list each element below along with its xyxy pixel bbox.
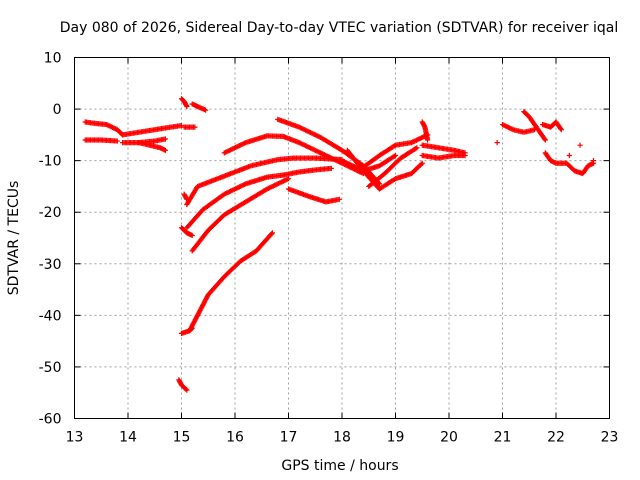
data-point (590, 158, 597, 164)
y-tick-label: -60 (39, 412, 62, 428)
x-tick-label: 16 (226, 430, 244, 446)
data-point (178, 122, 185, 129)
data-point (557, 125, 564, 132)
data-point (184, 103, 190, 110)
y-tick-label: 10 (44, 51, 62, 67)
y-tick-label: -30 (39, 257, 62, 273)
data-points (82, 96, 597, 393)
data-point (189, 325, 195, 331)
y-tick-label: -50 (39, 360, 62, 376)
x-tick-label: 23 (601, 430, 619, 446)
x-tick-label: 18 (333, 430, 351, 446)
data-point (566, 152, 572, 159)
data-point (328, 165, 334, 171)
data-point (418, 161, 424, 167)
y-axis-label: SDTVAR / TECUs (6, 181, 22, 296)
data-point (192, 124, 198, 130)
data-point (414, 145, 420, 151)
y-tick-label: -40 (39, 308, 62, 324)
data-point (336, 196, 342, 202)
x-tick-label: 17 (280, 430, 298, 446)
x-tick-label: 22 (547, 430, 565, 446)
chart-title: Day 080 of 2026, Sidereal Day-to-day VTE… (60, 20, 618, 36)
data-point (462, 152, 468, 159)
data-point (114, 138, 120, 144)
data-point (189, 232, 195, 239)
x-axis-label: GPS time / hours (281, 458, 398, 474)
x-tick-label: 20 (440, 430, 458, 446)
data-point (376, 181, 383, 187)
y-tick-label: 0 (53, 102, 62, 118)
data-point (269, 230, 276, 236)
data-point (285, 176, 292, 182)
y-tick-label: -10 (39, 154, 62, 170)
x-tick-label: 21 (494, 430, 512, 446)
data-point (162, 136, 169, 142)
y-tick-labels: 10 0 -10 -20 -30 -40 -50 -60 (39, 51, 62, 428)
data-point (558, 127, 564, 133)
data-point (162, 147, 169, 153)
x-tick-label: 13 (66, 430, 84, 446)
data-point (541, 136, 548, 142)
x-tick-label: 14 (119, 430, 137, 446)
data-point (268, 231, 275, 237)
x-tick-label: 15 (173, 430, 191, 446)
grid (74, 57, 610, 419)
data-point (392, 152, 399, 159)
x-tick-label: 19 (387, 430, 405, 446)
x-tick-labels: 13 14 15 16 17 18 19 20 21 22 23 (66, 430, 619, 446)
data-point (494, 139, 500, 146)
data-point (202, 107, 209, 113)
plot-frame (74, 57, 610, 419)
data-point (425, 137, 431, 143)
data-point (183, 386, 189, 392)
data-point (542, 137, 548, 143)
data-point (419, 160, 425, 166)
data-point (577, 142, 583, 148)
data-point (184, 387, 190, 393)
y-tick-label: -20 (39, 205, 62, 221)
data-point (188, 326, 194, 332)
